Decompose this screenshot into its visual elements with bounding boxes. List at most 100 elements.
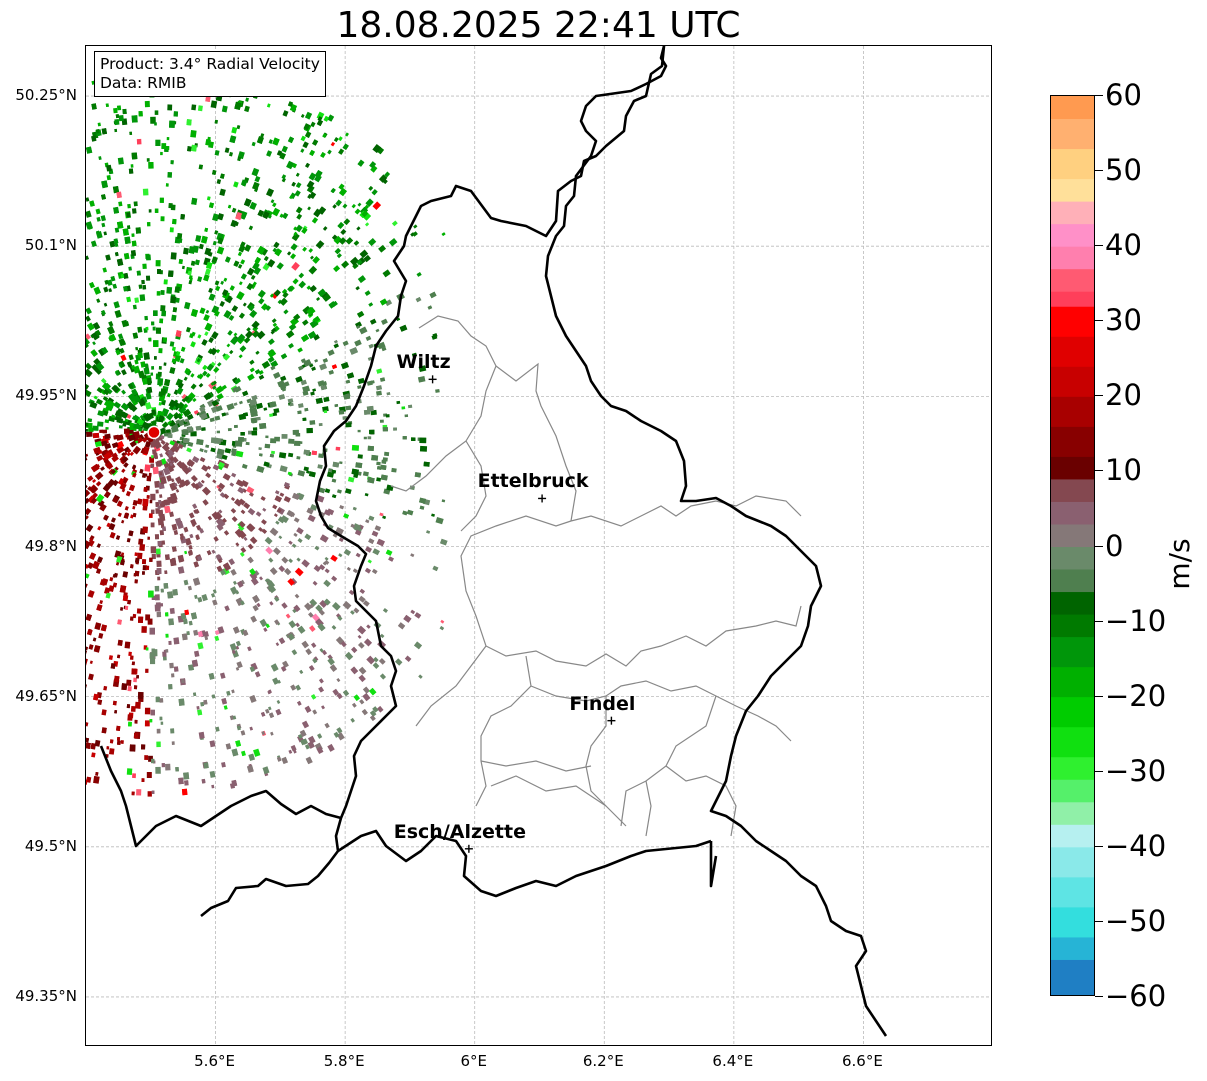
colorbar-tick-label: 10 — [1105, 453, 1142, 488]
map-panel[interactable] — [85, 45, 992, 1046]
colorbar-band — [1051, 366, 1094, 397]
map-title: 18.08.2025 22:41 UTC — [336, 5, 741, 46]
colorbar-band — [1051, 636, 1094, 668]
colorbar-band — [1051, 614, 1094, 638]
product-label: Product: 3.4° Radial Velocity — [100, 55, 320, 73]
colorbar-tick-label: −10 — [1105, 603, 1167, 638]
lat-tick-label: 49.8°N — [24, 536, 77, 555]
colorbar-band — [1051, 336, 1094, 367]
colorbar-band — [1051, 846, 1094, 878]
colorbar-band — [1051, 96, 1094, 120]
colorbar-tick-label: −40 — [1105, 828, 1167, 863]
city-label: Esch/Alzette — [393, 820, 526, 843]
city-label: Findel — [569, 692, 636, 715]
canton-border — [460, 440, 487, 532]
colorbar-tick-label: −60 — [1105, 979, 1167, 1013]
colorbar-band — [1051, 936, 1094, 960]
colorbar-band — [1051, 569, 1094, 593]
colorbar-tick-mark — [1095, 170, 1103, 172]
lat-tick-label: 49.35°N — [15, 986, 77, 1005]
colorbar-tick-label: 40 — [1105, 228, 1142, 263]
border-luxembourg-germany — [544, 46, 888, 1037]
colorbar-tick-mark — [1095, 395, 1103, 397]
colorbar-tick-mark — [1095, 845, 1103, 847]
canton-border — [665, 765, 737, 837]
radar-site-marker — [147, 425, 161, 440]
colorbar-band — [1051, 696, 1094, 728]
national-borders — [99, 46, 888, 1037]
canton-border — [620, 695, 717, 827]
colorbar-band — [1051, 246, 1094, 270]
colorbar-tick-label: 30 — [1105, 303, 1142, 338]
colorbar-tick-mark — [1095, 695, 1103, 697]
canton-border — [530, 680, 792, 742]
colorbar-band — [1051, 148, 1094, 180]
canton-border — [390, 315, 497, 492]
border-luxembourg-france — [337, 829, 712, 898]
border-luxembourg-france-east — [709, 841, 718, 888]
colorbar-band — [1051, 201, 1094, 225]
colorbar-band — [1051, 779, 1094, 803]
lat-tick-label: 50.1°N — [24, 236, 77, 255]
colorbar-band — [1051, 523, 1094, 547]
colorbar-band — [1051, 223, 1094, 247]
colorbar-tick-mark — [1095, 620, 1103, 622]
colorbar-band — [1051, 396, 1094, 427]
colorbar-tick-label: −20 — [1105, 678, 1167, 713]
colorbar-band — [1051, 118, 1094, 150]
colorbar-band — [1051, 501, 1094, 525]
colorbar-tick-mark — [1095, 770, 1103, 772]
colorbar-band — [1051, 801, 1094, 825]
canton-border — [490, 775, 607, 807]
lon-tick-label: 5.8°E — [323, 1052, 365, 1070]
lon-tick-label: 6°E — [460, 1052, 487, 1070]
city-label: Wiltz — [396, 351, 451, 374]
colorbar-band — [1051, 546, 1094, 570]
colorbar-band — [1051, 456, 1094, 480]
canton-borders — [390, 315, 802, 837]
canton-border — [480, 760, 592, 772]
canton-border — [495, 362, 577, 522]
lat-tick-label: 49.65°N — [15, 686, 77, 705]
colorbar-gradient — [1051, 96, 1094, 995]
colorbar-tick-mark — [1095, 245, 1103, 247]
lat-tick-label: 49.5°N — [24, 836, 77, 855]
data-source-label: Data: RMIB — [100, 74, 187, 92]
colorbar-band — [1051, 876, 1094, 908]
colorbar-tick-mark — [1095, 545, 1103, 547]
colorbar-tick-mark — [1095, 320, 1103, 322]
colorbar-band — [1051, 478, 1094, 502]
colorbar-tick-label: 60 — [1105, 78, 1142, 112]
colorbar-tick-label: 20 — [1105, 378, 1142, 413]
lon-tick-label: 6.2°E — [582, 1052, 624, 1070]
colorbar-tick-label: −30 — [1105, 753, 1167, 788]
city-label: Ettelbruck — [477, 470, 589, 493]
canton-border — [585, 696, 627, 827]
radar-echoes — [86, 71, 448, 797]
colorbar-tick-mark — [1095, 470, 1103, 472]
city-markers — [428, 375, 616, 853]
canton-border — [485, 605, 802, 667]
colorbar-band — [1051, 666, 1094, 698]
colorbar-band — [1051, 178, 1094, 202]
colorbar-band — [1051, 824, 1094, 848]
canton-border — [645, 780, 652, 837]
colorbar-band — [1051, 726, 1094, 758]
canton-border — [415, 515, 572, 727]
colorbar-band — [1051, 591, 1094, 615]
colorbar — [1050, 95, 1095, 996]
lon-tick-label: 6.4°E — [712, 1052, 754, 1070]
colorbar-band — [1051, 756, 1094, 780]
lon-tick-label: 5.6°E — [194, 1052, 235, 1070]
radar-map — [86, 46, 991, 1045]
colorbar-tick-mark — [1095, 996, 1103, 997]
border-belgium-luxembourg — [200, 46, 666, 918]
lat-tick-label: 49.95°N — [15, 386, 77, 405]
colorbar-tick-mark — [1095, 920, 1103, 922]
gridlines — [86, 46, 991, 1045]
colorbar-tick-label: −50 — [1105, 903, 1167, 938]
radar-site-group — [147, 425, 161, 440]
info-box: Product: 3.4° Radial Velocity Data: RMIB — [94, 51, 326, 97]
lon-tick-label: 6.6°E — [842, 1052, 883, 1070]
colorbar-band — [1051, 291, 1094, 307]
